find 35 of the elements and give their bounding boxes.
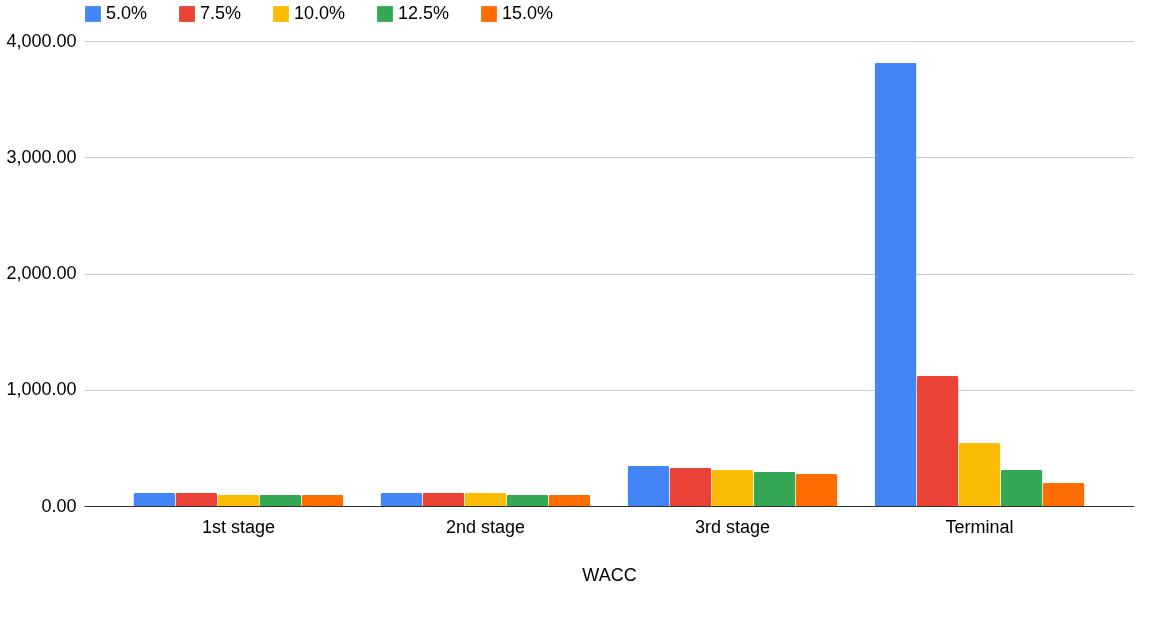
bar xyxy=(795,474,838,506)
y-tick-label: 2,000.00 xyxy=(6,263,77,283)
bar xyxy=(380,492,423,506)
y-tick-label: 0.00 xyxy=(41,495,77,516)
y-tick-label: 3,000.00 xyxy=(6,146,77,167)
bar xyxy=(669,467,712,506)
x-tick-label: Terminal xyxy=(945,516,1014,537)
bar xyxy=(175,492,218,506)
x-axis-title: WACC xyxy=(582,564,637,585)
x-tick-label: 3rd stage xyxy=(695,516,771,537)
legend-label: 15.0% xyxy=(502,3,554,23)
bar xyxy=(1042,482,1085,506)
bar xyxy=(1000,469,1043,506)
legend-label: 12.5% xyxy=(398,3,450,23)
bar xyxy=(259,494,302,506)
legend-label: 7.5% xyxy=(200,3,242,23)
bar xyxy=(133,492,176,506)
bar xyxy=(506,494,549,506)
legend-label: 10.0% xyxy=(294,3,346,23)
x-tick-label: 2nd stage xyxy=(445,516,526,537)
legend-label: 5.0% xyxy=(106,3,148,23)
bar xyxy=(464,492,507,506)
bar xyxy=(711,469,754,506)
bar xyxy=(422,492,465,506)
bar xyxy=(627,466,670,506)
bar xyxy=(753,472,796,506)
bar xyxy=(916,376,959,506)
y-tick-label: 4,000.00 xyxy=(6,30,77,51)
bar xyxy=(874,62,917,506)
y-tick-label: 1,000.00 xyxy=(6,379,77,400)
x-tick-label: 1st stage xyxy=(201,516,275,537)
bar xyxy=(301,494,344,506)
bar xyxy=(958,442,1001,506)
bar xyxy=(217,494,260,506)
bar xyxy=(548,494,591,506)
